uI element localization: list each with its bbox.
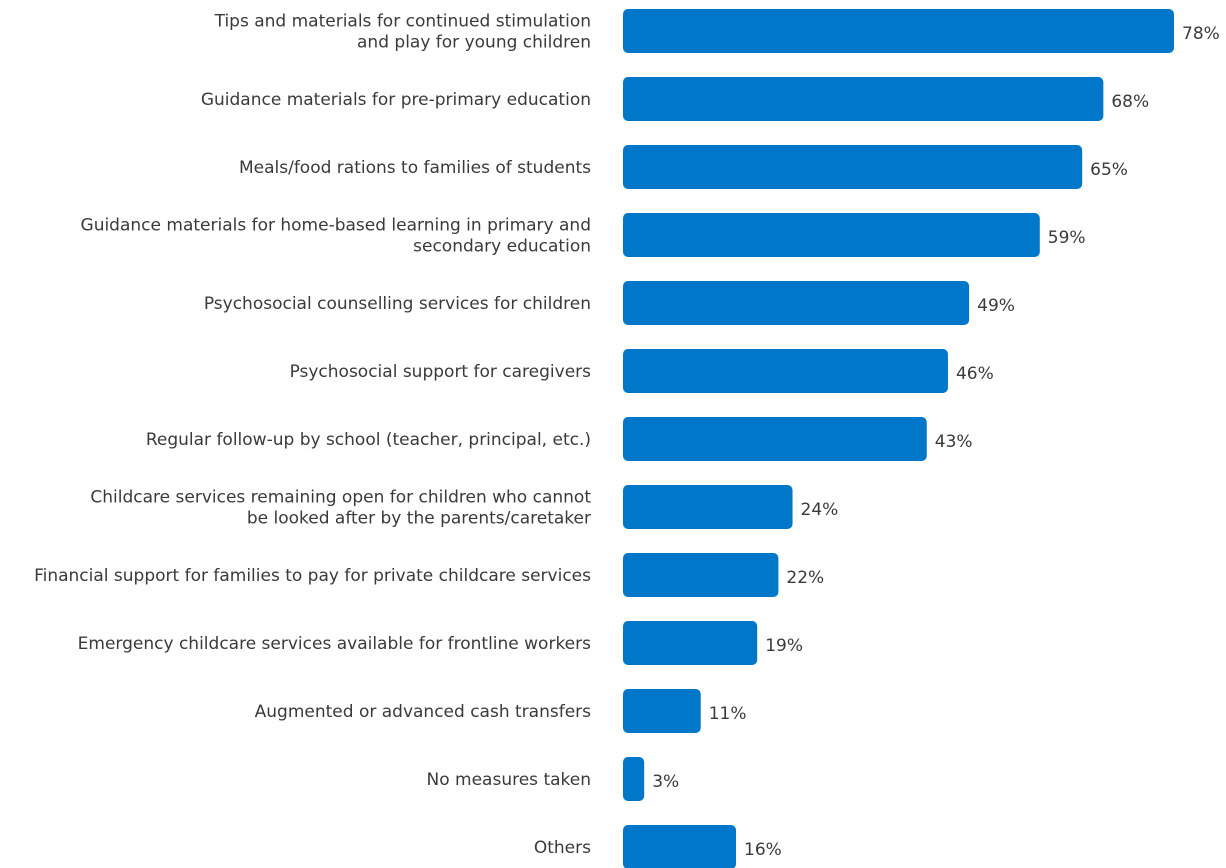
bar <box>623 485 793 529</box>
category-label-line: Tips and materials for continued stimula… <box>214 12 591 32</box>
value-label: 3% <box>652 772 679 792</box>
bar <box>623 689 701 733</box>
category-label: Meals/food rations to families of studen… <box>239 158 591 178</box>
bar <box>623 621 758 665</box>
category-label-line: Emergency childcare services available f… <box>78 634 591 654</box>
value-label: 16% <box>744 840 782 860</box>
category-label: Others <box>534 838 591 858</box>
bar <box>623 825 737 868</box>
bars-layer <box>623 9 1174 868</box>
category-label-line: No measures taken <box>427 770 591 790</box>
category-label: Childcare services remaining open for ch… <box>90 488 591 529</box>
category-labels: Tips and materials for continued stimula… <box>34 12 591 859</box>
category-label-line: Regular follow-up by school (teacher, pr… <box>146 430 591 450</box>
category-label-line: Others <box>534 838 591 858</box>
category-label-line: Meals/food rations to families of studen… <box>239 158 591 178</box>
bar <box>623 757 645 801</box>
value-label: 68% <box>1111 92 1149 112</box>
bar <box>623 9 1174 53</box>
category-label-line: be looked after by the parents/caretaker <box>247 509 591 529</box>
category-label: Guidance materials for pre-primary educa… <box>201 90 591 110</box>
value-label: 19% <box>765 636 803 656</box>
category-label-line: Guidance materials for home-based learni… <box>81 216 591 236</box>
category-label-line: secondary education <box>413 237 591 257</box>
category-label: Financial support for families to pay fo… <box>34 566 591 586</box>
category-label-line: Financial support for families to pay fo… <box>34 566 591 586</box>
category-label: Psychosocial counselling services for ch… <box>204 294 591 314</box>
bar <box>623 553 779 597</box>
value-label: 43% <box>935 432 973 452</box>
value-label: 78% <box>1182 24 1220 44</box>
category-label-line: Childcare services remaining open for ch… <box>90 488 591 508</box>
value-labels: 78% 68% 65% 59% 49% 46% 43% 24% 22% 19% 11% 3% 16% <box>652 24 1220 860</box>
bar <box>623 77 1104 121</box>
category-label-line: Psychosocial support for caregivers <box>290 362 592 382</box>
bar <box>623 349 948 393</box>
value-label: 65% <box>1090 160 1128 180</box>
bar <box>623 417 927 461</box>
value-label: 11% <box>709 704 747 724</box>
bar <box>623 213 1040 257</box>
category-label: Psychosocial support for caregivers <box>290 362 592 382</box>
category-label: Augmented or advanced cash transfers <box>255 702 591 722</box>
category-label-line: Augmented or advanced cash transfers <box>255 702 591 722</box>
value-label: 22% <box>786 568 824 588</box>
category-label-line: Guidance materials for pre-primary educa… <box>201 90 591 110</box>
value-label: 24% <box>801 500 839 520</box>
value-label: 59% <box>1048 228 1086 248</box>
category-label: Guidance materials for home-based learni… <box>81 216 591 257</box>
bar <box>623 281 970 325</box>
category-label-line: Psychosocial counselling services for ch… <box>204 294 591 314</box>
value-label: 46% <box>956 364 994 384</box>
value-label: 49% <box>977 296 1015 316</box>
category-label: Tips and materials for continued stimula… <box>214 12 591 53</box>
category-label: Regular follow-up by school (teacher, pr… <box>146 430 591 450</box>
bar <box>623 145 1083 189</box>
category-label-line: and play for young children <box>357 33 591 53</box>
category-label: Emergency childcare services available f… <box>78 634 591 654</box>
category-label: No measures taken <box>427 770 591 790</box>
